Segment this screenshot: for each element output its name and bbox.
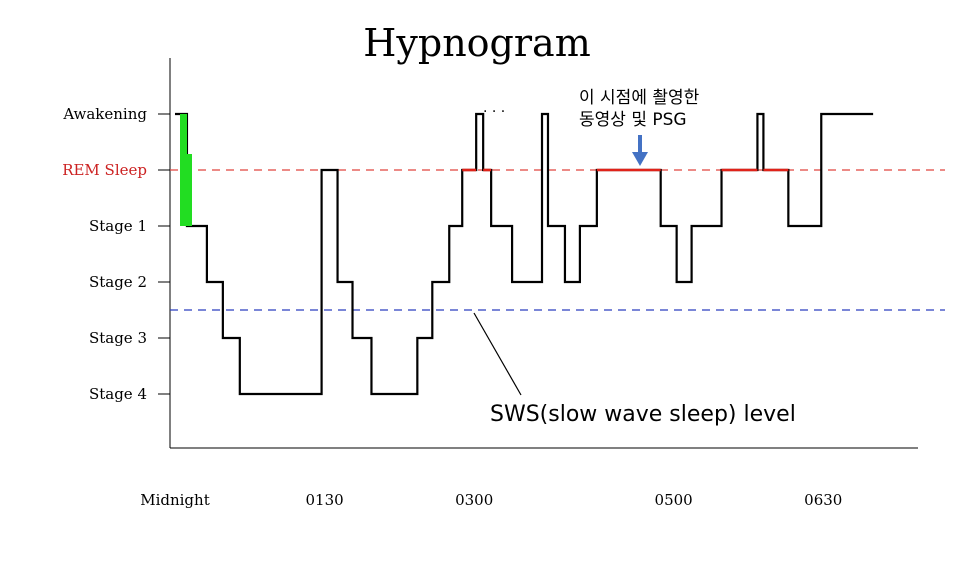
camera-note-line2: 동영상 및 PSG bbox=[579, 110, 687, 130]
y-axis-ticks bbox=[158, 113, 170, 395]
y-axis-labels: Awakening REM Sleep Stage 1 Stage 2 Stage 3 S… bbox=[62, 105, 147, 403]
x-tick-label: Midnight bbox=[140, 491, 210, 509]
awake-marker-bar bbox=[180, 114, 187, 226]
y-tick-label: Awakening bbox=[62, 105, 147, 123]
awake-marker-bar-step bbox=[187, 154, 192, 226]
sws-label: SWS(slow wave sleep) level bbox=[490, 402, 796, 427]
y-tick-label: Stage 4 bbox=[89, 385, 147, 403]
x-tick-label: 0500 bbox=[655, 491, 693, 509]
arrow-icon bbox=[632, 135, 648, 166]
x-axis-labels: Midnight 0130 0300 0500 0630 bbox=[140, 491, 842, 509]
y-tick-label: REM Sleep bbox=[62, 161, 147, 179]
y-tick-label: Stage 1 bbox=[89, 217, 147, 235]
y-tick-label: Stage 2 bbox=[89, 273, 147, 291]
camera-note-line1: 이 시점에 촬영한 bbox=[579, 88, 700, 108]
x-tick-label: 0300 bbox=[455, 491, 493, 509]
hypnogram-line bbox=[174, 112, 874, 396]
x-tick-label: 0630 bbox=[804, 491, 842, 509]
gap-dots: . . . bbox=[483, 100, 505, 116]
sws-pointer-line bbox=[473, 312, 522, 396]
chart-title: Hypnogram bbox=[363, 21, 590, 65]
y-tick-label: Stage 3 bbox=[89, 329, 147, 347]
x-tick-label: 0130 bbox=[305, 491, 343, 509]
